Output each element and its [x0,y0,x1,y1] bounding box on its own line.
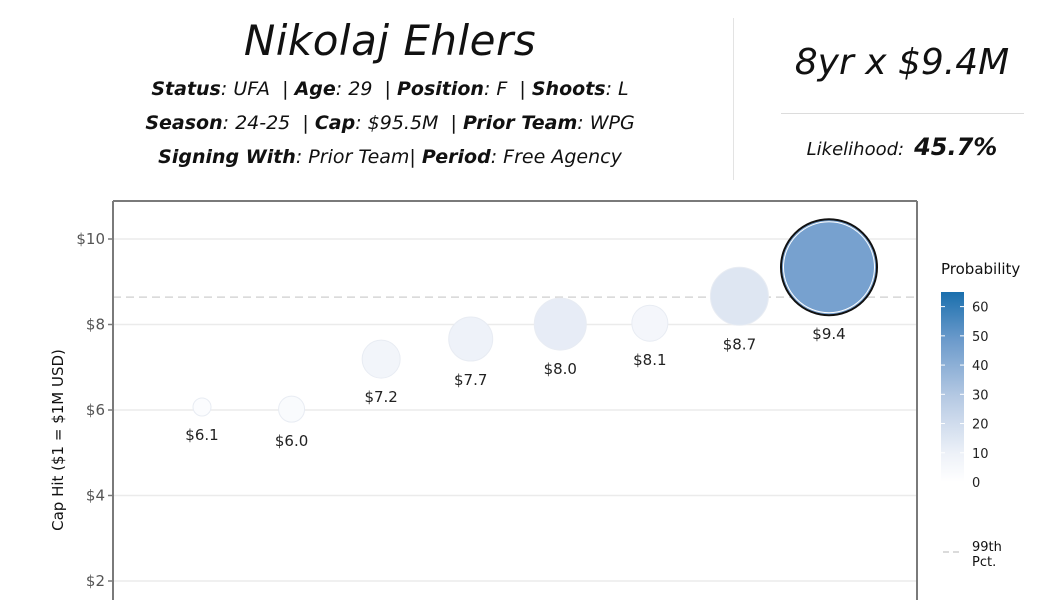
bubble[interactable] [361,339,401,379]
prior-team-value: WPG [589,112,635,134]
bubble[interactable] [448,316,494,362]
colorbar-tick-label: 10 [972,447,989,462]
cap-value: $95.5M [367,112,439,134]
legend-title: Probability [941,260,1020,278]
likelihood: Likelihood: 45.7% [780,133,1024,161]
bubble[interactable] [192,397,212,417]
bubble-value-label: $8.7 [723,335,756,353]
summary-divider [781,113,1024,114]
gridlines [113,238,917,582]
bubble-value-label: $7.7 [454,371,487,389]
bubble[interactable] [709,266,769,326]
bubble-value-label: $7.2 [364,388,397,406]
y-axis-title: Cap Hit ($1 = $1M USD) [49,349,67,531]
period-value: Free Agency [503,146,622,168]
status-label: Status [151,78,221,100]
shoots-value: L [618,78,629,100]
age-label: Age [294,78,336,100]
player-name: Nikolaj Ehlers [243,16,537,65]
bubble-value-label: $9.4 [812,325,845,343]
bubble-selected-inner-ring [783,221,875,314]
info-line-3: Signing With: Prior Team| Period: Free A… [158,146,622,168]
signing-with-value: Prior Team [308,146,410,168]
status-value: UFA [233,78,271,100]
season-label: Season [145,112,223,134]
y-tick-label: $10 [76,230,105,248]
colorbar-tick-label: 60 [972,301,989,316]
bubble-value-label: $8.0 [544,360,577,378]
signing-with-label: Signing With [158,146,296,168]
y-tick-label: $2 [86,572,105,590]
bubbles [192,218,878,423]
y-tick-label: $6 [86,401,105,419]
colorbar-tick-label: 0 [972,476,980,491]
bubble[interactable] [533,297,587,351]
bubble-value-label: $6.0 [275,432,308,450]
colorbar-tick-label: 50 [972,330,989,345]
period-label: Period [421,146,491,168]
bubble[interactable] [278,395,306,423]
colorbar-tick-label: 20 [972,418,989,433]
bubble-labels: $6.1 $6.0 $7.2 $7.7 $8.0 $8.1 $8.7 $9.4 [185,325,845,450]
y-tick-label: $8 [86,316,105,334]
y-tick-label: $4 [86,487,105,505]
bubble-selected[interactable] [780,218,878,317]
colorbar-ticks: 0 10 20 30 40 50 60 [941,301,989,491]
legend-reference-label-line1: 99th [972,540,1002,555]
legend: Probability 0 10 20 30 40 50 60 99th Pct. [941,260,1020,570]
y-axis: $2 $4 $6 $8 $10 [76,230,113,590]
likelihood-label: Likelihood: [806,139,905,160]
legend-reference-label-line2: Pct. [972,555,996,570]
contract-summary: 8yr x $9.4M [794,42,1010,83]
age-value: 29 [348,78,373,100]
info-line-1: Status: UFA | Age: 29 | Position: F | Sh… [151,78,629,100]
colorbar-tick-label: 30 [972,388,989,403]
colorbar-tick-label: 40 [972,359,989,374]
info-line-2: Season: 24-25 | Cap: $95.5M | Prior Team… [145,112,635,134]
bubble-value-label: $8.1 [633,351,666,369]
colorbar [941,292,964,482]
plot-panel: $6.1 $6.0 $7.2 $7.7 $8.0 $8.1 $8.7 $9.4 [112,200,918,600]
shoots-label: Shoots [531,78,606,100]
season-value: 24-25 [235,112,291,134]
cap-label: Cap [314,112,356,134]
bubble-value-label: $6.1 [185,426,218,444]
header-divider [733,18,734,180]
likelihood-value: 45.7% [914,133,998,161]
position-label: Position [396,78,484,100]
player-info: Nikolaj Ehlers Status: UFA | Age: 29 | P… [110,10,670,174]
position-value: F [496,78,508,100]
bubble[interactable] [631,304,669,342]
prior-team-label: Prior Team [462,112,578,134]
